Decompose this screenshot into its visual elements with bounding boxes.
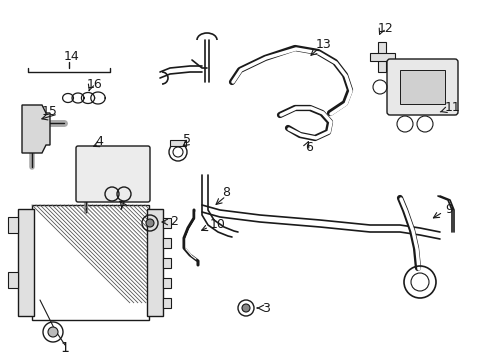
Text: 8: 8 bbox=[222, 186, 229, 199]
Text: 6: 6 bbox=[305, 141, 312, 154]
Text: 16: 16 bbox=[87, 78, 102, 91]
Polygon shape bbox=[8, 272, 18, 288]
Bar bbox=[163, 218, 171, 228]
Bar bbox=[163, 258, 171, 268]
Text: 12: 12 bbox=[377, 22, 393, 35]
Circle shape bbox=[48, 327, 58, 337]
Bar bbox=[163, 298, 171, 308]
Polygon shape bbox=[22, 105, 50, 153]
Bar bbox=[147, 209, 163, 316]
Text: 5: 5 bbox=[183, 134, 191, 147]
Circle shape bbox=[242, 304, 249, 312]
Bar bbox=[369, 53, 394, 61]
Text: 15: 15 bbox=[42, 105, 58, 118]
Bar bbox=[18, 209, 34, 316]
Bar bbox=[163, 278, 171, 288]
Text: 1: 1 bbox=[60, 341, 69, 355]
Text: 3: 3 bbox=[262, 301, 269, 315]
Circle shape bbox=[146, 219, 154, 227]
Text: 2: 2 bbox=[170, 216, 178, 229]
Text: 13: 13 bbox=[315, 39, 331, 51]
FancyBboxPatch shape bbox=[386, 59, 457, 115]
Text: 9: 9 bbox=[444, 203, 452, 216]
Bar bbox=[399, 70, 444, 104]
Text: 7: 7 bbox=[118, 201, 126, 213]
Text: 11: 11 bbox=[444, 102, 460, 114]
Polygon shape bbox=[8, 217, 18, 233]
Bar bbox=[163, 238, 171, 248]
Bar bbox=[170, 140, 185, 146]
Bar bbox=[377, 42, 385, 72]
Text: 4: 4 bbox=[95, 135, 102, 148]
Text: 10: 10 bbox=[209, 219, 225, 231]
Text: 14: 14 bbox=[64, 49, 80, 63]
Bar bbox=[32, 205, 149, 320]
FancyBboxPatch shape bbox=[76, 146, 150, 202]
